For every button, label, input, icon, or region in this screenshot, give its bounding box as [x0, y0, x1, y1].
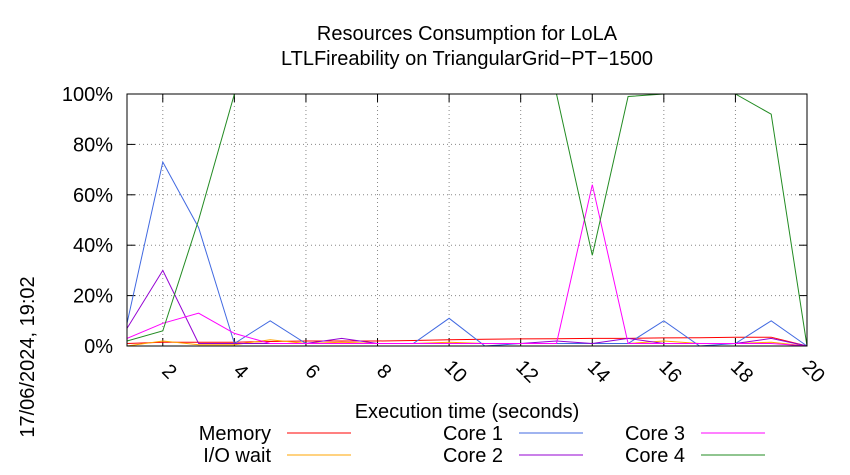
series-line-core-3 [126, 184, 808, 347]
y-tick-label: 100% [62, 84, 113, 106]
x-tick-label: 12 [511, 356, 542, 387]
series-group [126, 93, 808, 347]
x-tick-label: 20 [798, 356, 829, 387]
y-tick-label: 0% [84, 336, 113, 358]
x-tick-label: 8 [372, 360, 395, 383]
y-tick-label: 20% [73, 286, 113, 308]
legend-label-core-2: Core 2 [443, 445, 503, 467]
series-line-i-o-wait [126, 339, 808, 347]
legend-label-memory: Memory [199, 423, 271, 445]
x-tick-label: 16 [654, 356, 685, 387]
y-tick-label: 60% [73, 185, 113, 207]
y-tick-label: 40% [73, 235, 113, 257]
x-tick-label: 2 [157, 360, 180, 383]
x-axis-label: Execution time (seconds) [355, 401, 580, 423]
legend-label-core-3: Core 3 [625, 423, 685, 445]
x-tick-label: 4 [229, 360, 252, 383]
chart-title: Resources Consumption for LoLA [317, 23, 618, 45]
x-tick-label: 18 [726, 356, 757, 387]
x-tick-label: 14 [583, 356, 614, 387]
series-line-core-1 [126, 160, 808, 347]
x-tick-label: 10 [440, 356, 471, 387]
timestamp-label: 17/06/2024, 19:02 [17, 276, 39, 437]
y-tick-label: 80% [73, 134, 113, 156]
plot-frame [126, 93, 808, 347]
series-line-core-4 [126, 93, 808, 347]
y-axis-ticks: 0% 20% 40% 60% 80% 100% [62, 84, 807, 358]
legend-label-core-1: Core 1 [443, 423, 503, 445]
series-line-memory [126, 336, 808, 347]
grid [127, 93, 807, 346]
legend-label-i-o-wait: I/O wait [203, 445, 271, 467]
series-line-core-2 [126, 269, 808, 347]
legend-label-core-4: Core 4 [625, 445, 685, 467]
x-tick-label: 6 [300, 360, 323, 383]
chart-subtitle: LTLFireability on TriangularGrid−PT−1500 [281, 48, 653, 70]
